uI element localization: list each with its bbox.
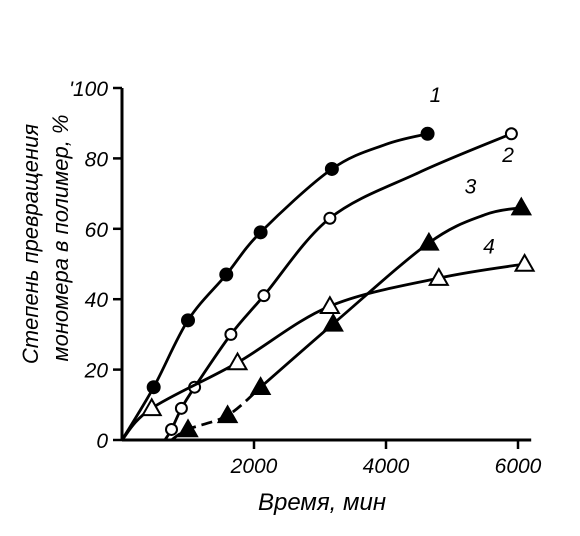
series-layer xyxy=(120,126,536,442)
point-filled-triangle xyxy=(216,404,239,424)
point-open-circle xyxy=(174,401,188,415)
series-1 xyxy=(120,126,435,441)
axis-titles: Время, мин Степень превращения мономера … xyxy=(18,115,386,517)
point-open-triangle xyxy=(428,267,450,286)
y-tick-label: 80 xyxy=(85,148,109,171)
x-tick-label: 2000 xyxy=(230,455,278,478)
point-open-triangle xyxy=(140,397,163,417)
series-label-3: 3 xyxy=(465,176,477,199)
y-tick-label: '100 xyxy=(69,78,108,101)
point-open-triangle xyxy=(513,252,536,272)
x-tick-label: 6000 xyxy=(495,455,542,478)
labels: 1 2 3 4 xyxy=(430,84,515,258)
ticks: 0 20 40 60 80 '100 2000 4000 6000 xyxy=(69,78,542,478)
point-filled-circle xyxy=(219,267,234,282)
series-line xyxy=(120,132,428,441)
y-tick-label: 0 xyxy=(96,430,108,453)
series-line-dashed xyxy=(170,386,262,442)
series-4 xyxy=(120,252,536,441)
x-tick-label: 4000 xyxy=(363,455,410,478)
point-filled-circle xyxy=(146,380,161,395)
point-filled-circle xyxy=(253,225,268,240)
point-filled-circle xyxy=(324,161,339,176)
point-open-circle xyxy=(323,211,337,225)
point-filled-triangle xyxy=(510,196,533,216)
point-filled-triangle xyxy=(177,418,199,438)
y-axis-title-line2: мономера в полимер, % xyxy=(48,115,73,362)
point-open-triangle xyxy=(226,351,249,371)
point-open-circle xyxy=(504,127,518,141)
x-axis-title: Время, мин xyxy=(258,489,386,516)
series-2 xyxy=(163,127,518,441)
point-open-circle xyxy=(165,422,178,436)
y-axis-title-line1: Степень превращения xyxy=(18,124,43,364)
point-filled-triangle xyxy=(322,312,344,332)
axes xyxy=(120,88,532,442)
series-line xyxy=(259,206,522,389)
y-tick-label: 20 xyxy=(84,360,109,383)
point-filled-triangle xyxy=(418,231,440,251)
point-filled-circle xyxy=(181,313,195,328)
y-tick-label: 40 xyxy=(85,289,109,312)
point-filled-triangle xyxy=(249,376,272,395)
series-3 xyxy=(170,196,533,442)
series-label-1: 1 xyxy=(430,84,442,107)
point-open-triangle xyxy=(319,295,341,314)
y-tick-label: 60 xyxy=(85,219,109,242)
series-label-2: 2 xyxy=(501,144,514,167)
series-line xyxy=(163,132,512,441)
series-label-4: 4 xyxy=(483,235,495,258)
point-open-circle xyxy=(257,289,271,303)
point-open-circle xyxy=(224,327,238,341)
point-filled-circle xyxy=(420,126,435,141)
